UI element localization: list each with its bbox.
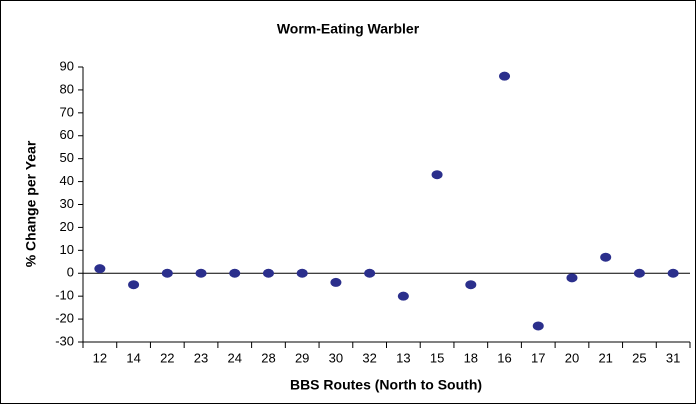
y-tick-label: 70 — [60, 104, 74, 119]
x-tick-label: 18 — [464, 350, 478, 365]
y-tick-label: -30 — [55, 333, 74, 348]
point — [499, 71, 511, 81]
x-tick-label: 25 — [632, 350, 646, 365]
chart-title: Worm-Eating Warbler — [277, 21, 420, 37]
x-axis-label: BBS Routes (North to South) — [290, 377, 482, 393]
x-tick-label: 14 — [126, 350, 140, 365]
x-tick-label: 30 — [329, 350, 343, 365]
x-tick-label: 24 — [228, 350, 242, 365]
point — [397, 291, 409, 301]
x-tick-label: 21 — [598, 350, 612, 365]
point — [431, 170, 443, 180]
x-tick-label: 32 — [362, 350, 376, 365]
point — [633, 268, 645, 278]
x-tick-label: 28 — [261, 350, 275, 365]
y-tick-label: 20 — [60, 219, 74, 234]
x-tick-label: 23 — [194, 350, 208, 365]
x-tick-label: 12 — [93, 350, 107, 365]
point — [195, 268, 207, 278]
point — [229, 268, 241, 278]
point — [364, 268, 376, 278]
x-tick-label: 13 — [396, 350, 410, 365]
point — [262, 268, 274, 278]
y-tick-label: 60 — [60, 127, 74, 142]
y-tick-label: 40 — [60, 173, 74, 188]
point — [667, 268, 679, 278]
x-tick-label: 17 — [531, 350, 545, 365]
x-tick-label: 29 — [295, 350, 309, 365]
x-tick-label: 31 — [666, 350, 680, 365]
point — [296, 268, 308, 278]
point — [128, 280, 140, 290]
point — [532, 321, 544, 331]
x-tick-label: 22 — [160, 350, 174, 365]
y-tick-label: -10 — [55, 288, 74, 303]
y-tick-label: 30 — [60, 196, 74, 211]
y-tick-label: 0 — [67, 265, 74, 280]
x-tick-label: 20 — [565, 350, 579, 365]
y-tick-label: 90 — [60, 58, 74, 73]
point — [566, 273, 578, 283]
point — [465, 280, 477, 290]
x-tick-label: 16 — [497, 350, 511, 365]
x-tick-label: 15 — [430, 350, 444, 365]
y-axis-label: % Change per Year — [23, 140, 39, 267]
y-tick-label: -20 — [55, 311, 74, 326]
y-tick-label: 50 — [60, 150, 74, 165]
y-tick-label: 10 — [60, 242, 74, 257]
point — [161, 268, 173, 278]
point — [600, 252, 612, 262]
point — [330, 277, 342, 287]
y-tick-label: 80 — [60, 81, 74, 96]
point — [94, 264, 106, 274]
